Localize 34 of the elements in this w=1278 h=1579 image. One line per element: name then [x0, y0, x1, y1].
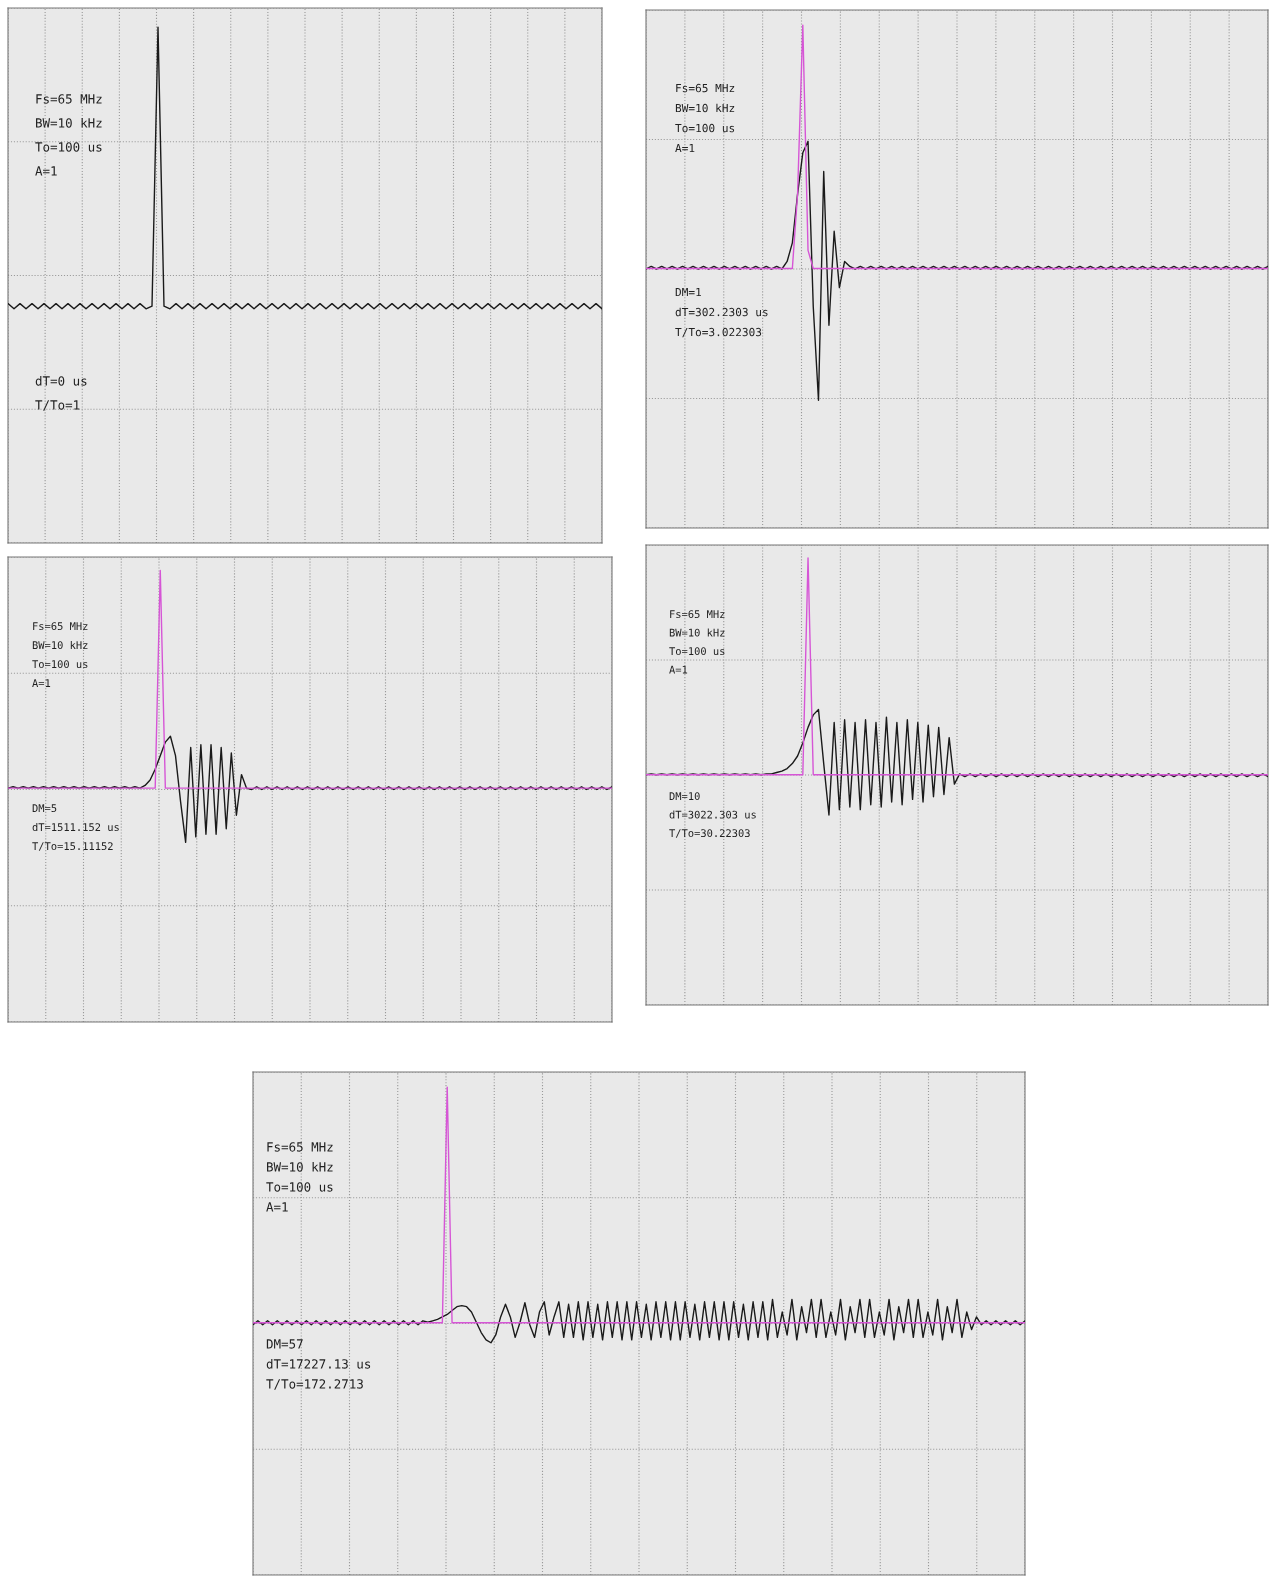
annotation: To=100 us: [35, 142, 102, 152]
annotation: T/To=15.11152: [32, 842, 113, 851]
annotation: A=1: [32, 679, 51, 687]
annotation: dT=1511.152 us: [32, 822, 119, 832]
annotation: T/To=1: [35, 400, 80, 411]
annotation: A=1: [266, 1202, 288, 1212]
annotation: dT=17227.13 us: [266, 1358, 371, 1369]
annotation: A=1: [675, 143, 695, 153]
annotation: A=1: [35, 166, 57, 176]
annotation: DM=1: [675, 287, 701, 297]
annotation: BW=10 kHz: [36, 117, 102, 128]
annotation: dT=3022.303 us: [669, 810, 756, 819]
annotation: BW=10 kHz: [675, 103, 735, 113]
annotation: Fs=65 MHz: [33, 622, 88, 631]
annotation: T/To=3.022303: [675, 327, 762, 338]
annotation: BW=10 kHz: [267, 1161, 333, 1172]
annotation: To=100 us: [675, 123, 735, 133]
annotation: To=100 us: [669, 647, 725, 656]
annotation: T/To=172.2713: [266, 1379, 363, 1390]
annotation: dT=302.2303 us: [675, 307, 768, 317]
annotation: BW=10 kHz: [32, 640, 88, 650]
annotation: DM=57: [266, 1339, 303, 1349]
annotation: Fs=65 MHz: [36, 94, 102, 104]
annotation: dT=0 us: [35, 375, 87, 386]
annotation: BW=10 kHz: [669, 628, 725, 637]
annotation: DM=5: [32, 804, 57, 813]
annotation: T/To=30.22303: [669, 829, 750, 838]
annotation: Fs=65 MHz: [267, 1142, 333, 1152]
annotation: To=100 us: [266, 1182, 333, 1192]
annotation: Fs=65 MHz: [670, 610, 725, 619]
annotation: DM=10: [669, 792, 700, 801]
annotation: A=1: [669, 665, 688, 674]
annotation: To=100 us: [32, 660, 88, 669]
annotation: Fs=65 MHz: [676, 83, 735, 93]
